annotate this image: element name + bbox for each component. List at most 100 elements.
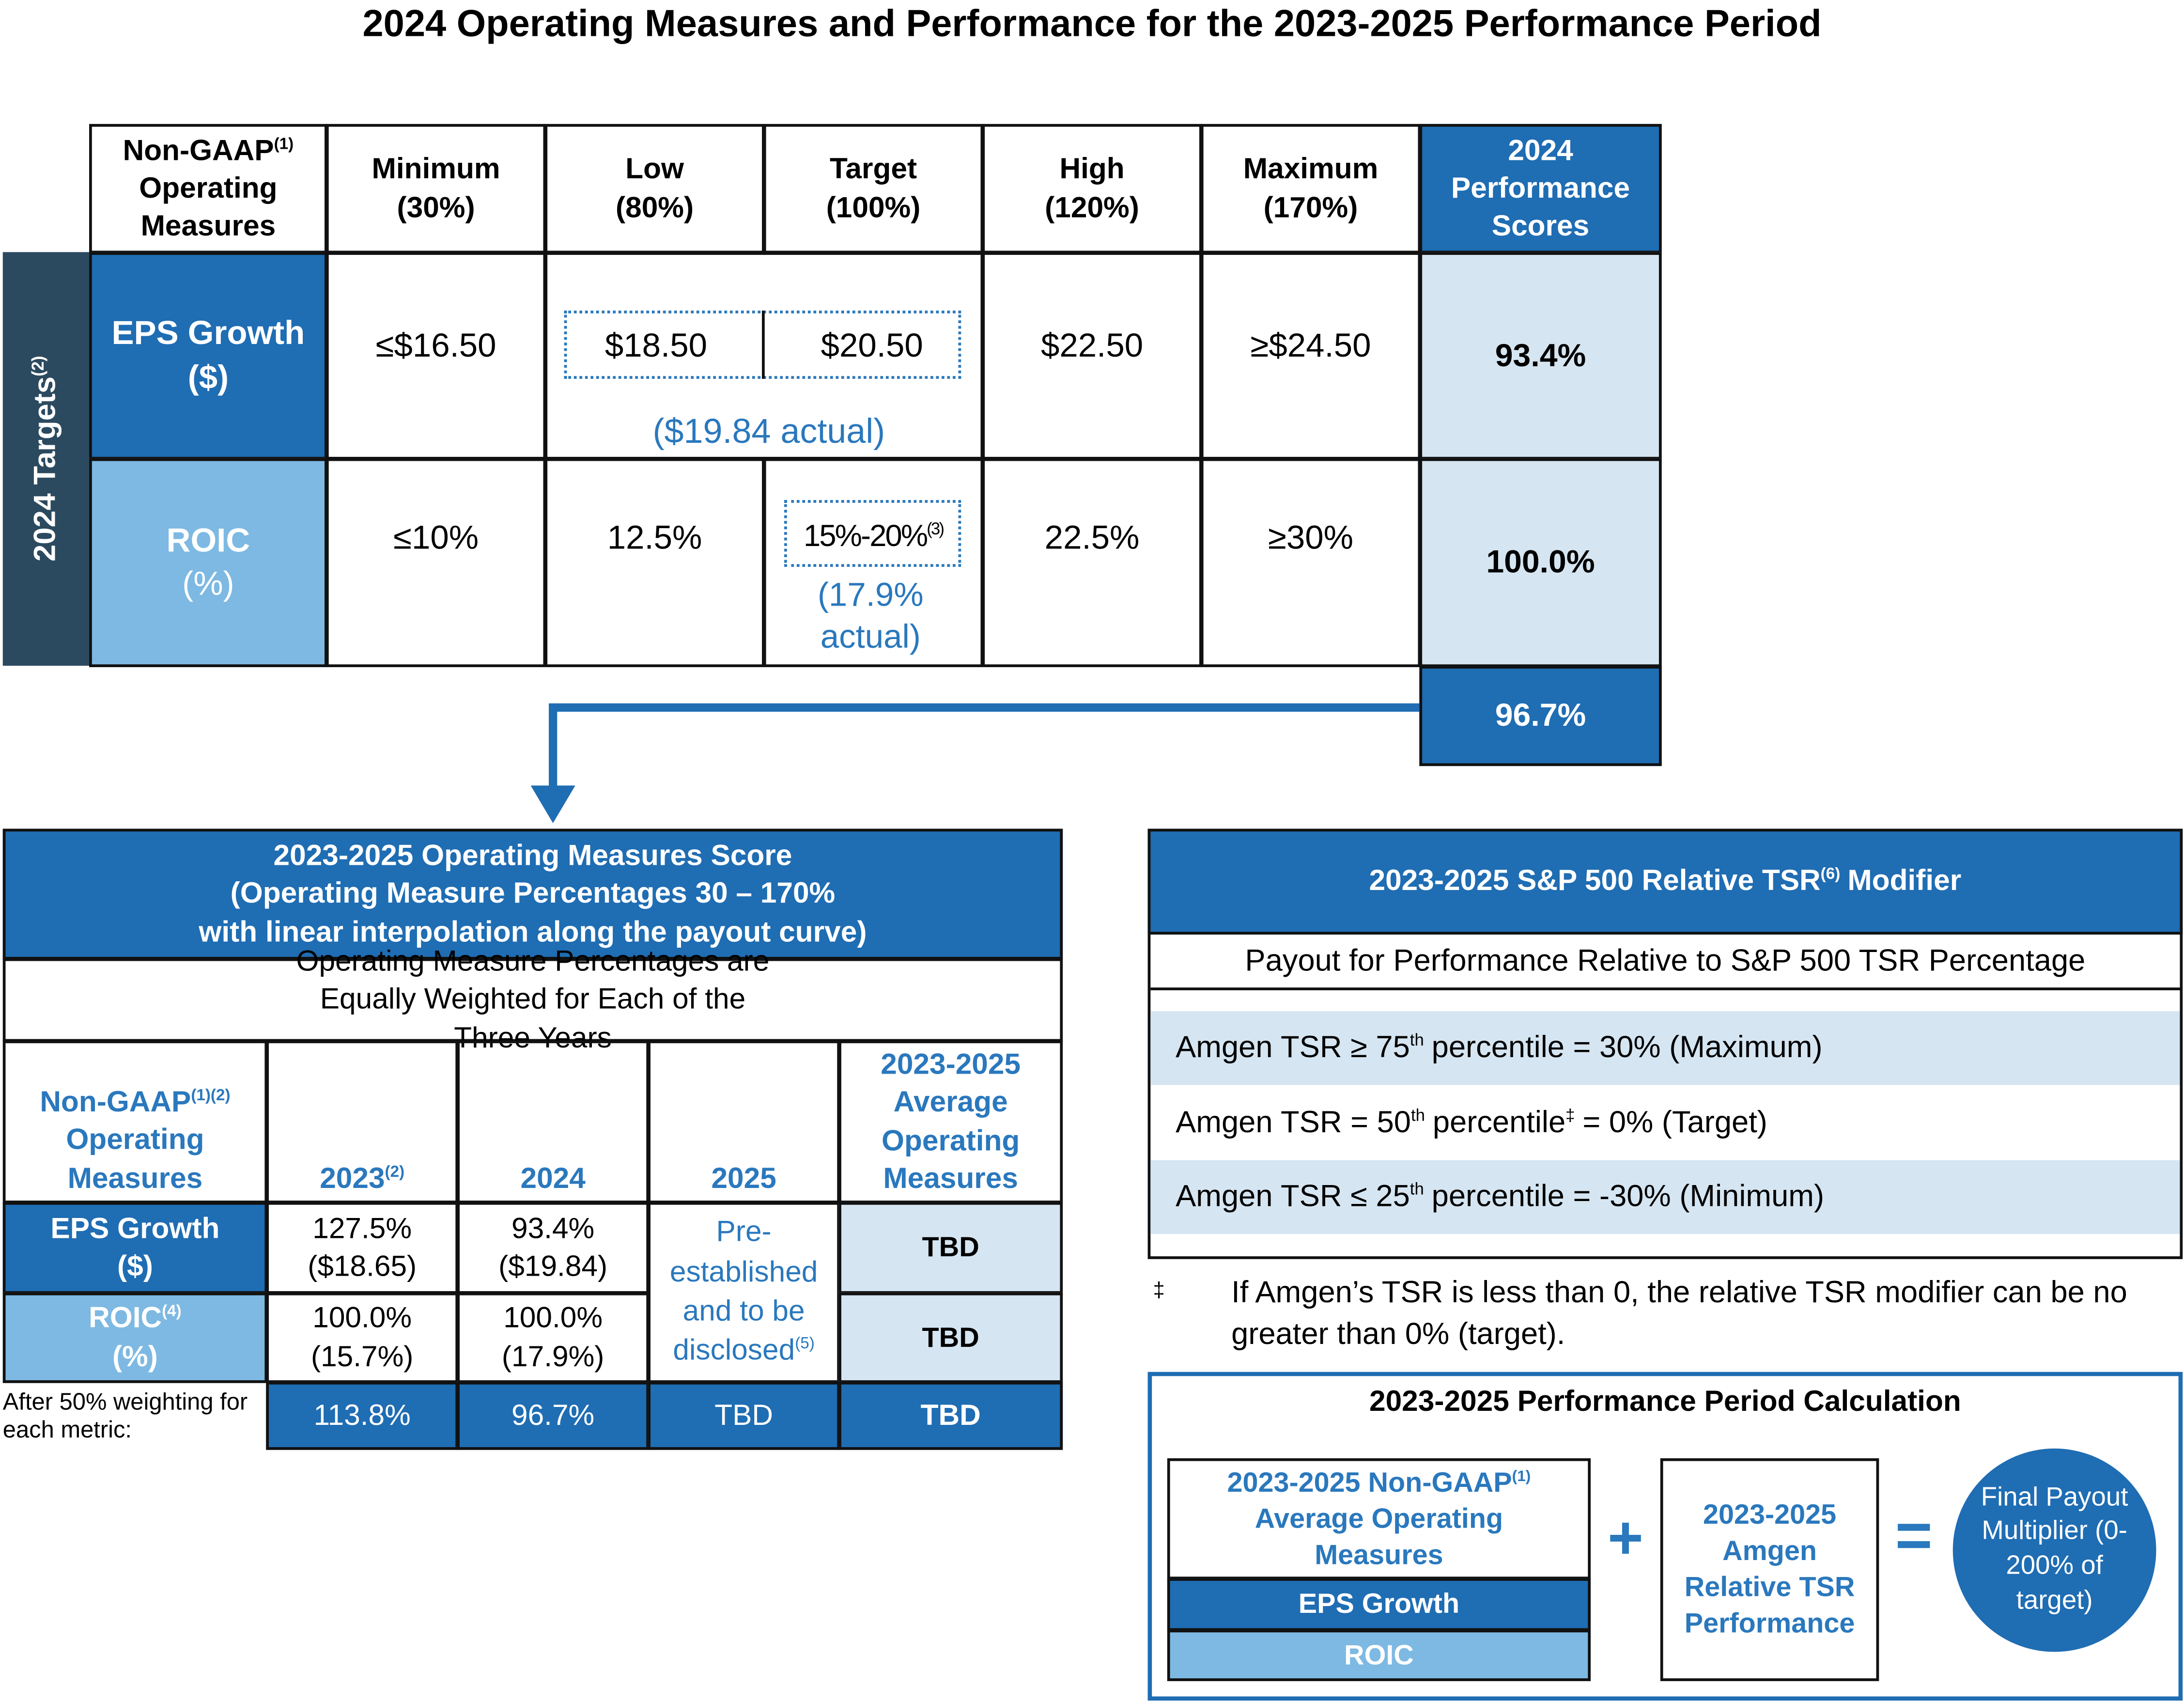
range-box (784, 500, 961, 567)
row-label: ROIC(4) (%) (2, 1292, 268, 1383)
value-text: ≥$24.50 (1250, 327, 1371, 365)
text: ROIC (89, 1302, 162, 1335)
text: 2023-2025 S&P 500 Relative TSR (1369, 865, 1821, 898)
value-text: ≤10% (393, 519, 479, 557)
footer-value: 96.7% (457, 1381, 650, 1450)
text: 2023-2025 Non-GAAP(1) (1227, 1465, 1531, 1501)
header-cell: 2023-2025 Average Operating Measures (838, 1040, 1063, 1203)
header-cell: High (120%) (982, 124, 1202, 254)
text: Average Operating Measures (1255, 1503, 1503, 1571)
text: ROIC (166, 522, 250, 560)
cell-text: 100.0% (312, 1302, 412, 1335)
header-cell: 2025 (648, 1040, 840, 1203)
row-label: EPS Growth ($) (2, 1202, 268, 1294)
year-text: 2024 (520, 1162, 586, 1195)
header-text: Minimum (372, 153, 500, 186)
tsr-row: Amgen TSR ≥ 75th percentile = 30% (Maximu… (1150, 1011, 2180, 1085)
value-text: 12.5% (607, 519, 702, 557)
tsr-row: Amgen TSR = 50th percentile‡ = 0% (Target) (1150, 1086, 2180, 1159)
calc-roic: ROIC (1167, 1629, 1591, 1681)
year: 2025 (711, 1160, 776, 1198)
footer-label: After 50% weighting for each metric: (3, 1383, 266, 1450)
cell: ≥$24.50 (1200, 252, 1421, 460)
header-text: High (1059, 153, 1125, 186)
header-text: (120%) (1045, 191, 1139, 224)
text: ROIC(4) (89, 1300, 182, 1338)
score-subtitle: Operating Measure Percentages are Equall… (2, 946, 1063, 1054)
cell: 127.5% ($18.65) (266, 1202, 459, 1294)
calc-eps: EPS Growth (1167, 1578, 1591, 1631)
sup: (1) (1512, 1468, 1531, 1485)
header-cell: Non-GAAP(1)(2) Operating Measures (2, 1040, 268, 1203)
text: Operating Measure Percentages are Equall… (296, 946, 770, 1054)
tsr-subtitle: Payout for Performance Relative to S&P 5… (1150, 935, 2180, 990)
cell-text: 93.4% (511, 1213, 595, 1245)
cell: $20.50 (763, 252, 984, 460)
total-score: 96.7% (1419, 666, 1662, 766)
value: ≥$24.50 (1251, 325, 1371, 368)
value: 22.5% (1045, 517, 1140, 561)
line: with linear interpolation along the payo… (199, 916, 867, 948)
arrow-line (549, 703, 1420, 789)
score: 93.4% (1419, 252, 1662, 460)
value-text: ≤$16.50 (375, 327, 496, 365)
value-text: 15%-20% (804, 518, 928, 553)
header-text: Low (625, 153, 684, 186)
average: TBD (838, 1202, 1063, 1294)
title: 2024 Operating Measures and Performance … (362, 3, 1822, 46)
text: Operating Measures (66, 1124, 204, 1195)
text: Modifier (1847, 865, 1962, 898)
text: (%) (182, 565, 234, 603)
text: percentile = -30% (Minimum) (1431, 1178, 1825, 1214)
text: 2023-2025 S&P 500 Relative TSR(6) Modifie… (1369, 862, 1961, 900)
sup: (6) (1820, 867, 1841, 884)
value: ≥30% (1268, 517, 1353, 561)
header-text: 2024 Performance Scores (1451, 134, 1630, 243)
footer-value: TBD (648, 1381, 840, 1450)
value: 12.5% (607, 517, 702, 561)
year: 2023(2) (320, 1160, 404, 1198)
header-cell: 2024 (457, 1040, 650, 1203)
tsr-title: 2023-2025 S&P 500 Relative TSR(6) Modifie… (1147, 828, 2183, 935)
calc-box (1147, 1372, 2183, 1701)
tsr-text: Amgen TSR ≥ 75th percentile = 30% (Maximu… (1176, 1028, 1822, 1068)
sup: th (1410, 1179, 1424, 1199)
text: After 50% weighting for each metric: (2, 1388, 248, 1443)
header-cell: Non-GAAP(1) Operating Measures (89, 124, 327, 254)
cell: 100.0% (15.7%) (266, 1292, 459, 1383)
header-cell: 2023(2) (266, 1040, 459, 1203)
header-text: (80%) (616, 191, 694, 224)
result: Final Payout Multiplier (0-200% of targe… (1952, 1448, 2156, 1652)
header-cell: Maximum (170%) (1200, 124, 1421, 254)
divider (762, 311, 765, 379)
footer-value: 113.8% (266, 1381, 459, 1450)
header-text: Non-GAAP(1) (123, 132, 294, 170)
sup: (2) (385, 1164, 405, 1181)
text: Non-GAAP (123, 134, 274, 167)
header-cell: Target (100%) (763, 124, 984, 254)
average: TBD (838, 1292, 1063, 1383)
sup: th (1410, 1030, 1424, 1050)
cell: 22.5% (982, 458, 1202, 668)
actual: (17.9% actual) (817, 577, 924, 656)
cell: 100.0% (17.9%) (457, 1292, 650, 1383)
header-text: (30%) (397, 191, 475, 224)
cell-text: ($18.65) (308, 1250, 417, 1283)
text: = 0% (Target) (1582, 1104, 1767, 1139)
cell: ≤$16.50 (325, 252, 546, 460)
text: Final Payout Multiplier (0-200% of targe… (1981, 1483, 2128, 1615)
score-title: 2023-2025 Operating Measures Score (Opera… (2, 828, 1063, 960)
tsr-text: Amgen TSR = 50th percentile‡ = 0% (Target) (1176, 1103, 1767, 1142)
text: Pre-established and to be disclosed (669, 1216, 818, 1367)
cell: 12.5% (544, 458, 765, 668)
value: $22.50 (1041, 325, 1143, 368)
text: percentile = 30% (Maximum) (1431, 1030, 1823, 1064)
calc-title: 2023-2025 Performance Period Calculation (1369, 1386, 1961, 1419)
value: $18.50 (605, 325, 707, 368)
text: Pre-established and to be disclosed(5) (656, 1214, 831, 1372)
header-cell: 2024 Performance Scores (1419, 124, 1662, 254)
side-bar: 2024 Targets(2) (2, 252, 90, 666)
